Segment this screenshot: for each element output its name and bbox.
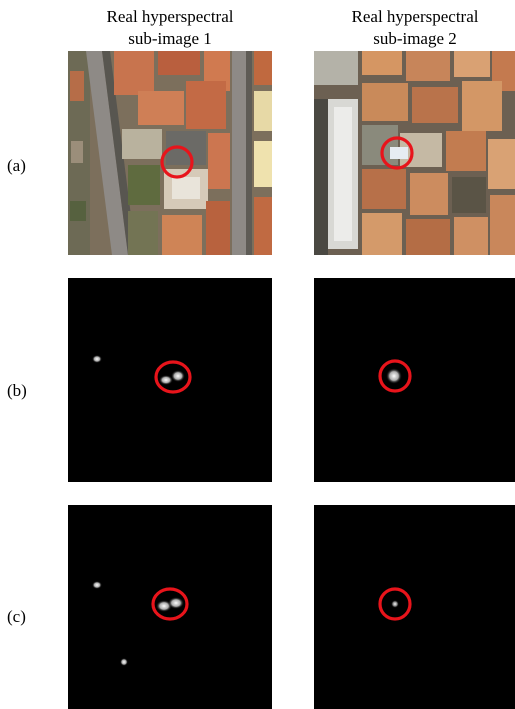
target-marker-a2 bbox=[380, 136, 414, 170]
row-label-a: (a) bbox=[7, 156, 26, 175]
row-label-b: (b) bbox=[7, 381, 27, 400]
column-title-2: Real hyperspectral sub-image 2 bbox=[310, 6, 515, 50]
target-marker-a1 bbox=[160, 145, 194, 179]
detection-map-c2 bbox=[314, 505, 515, 709]
detection-spot-c1-small-top bbox=[92, 581, 102, 589]
row-label-c: (c) bbox=[7, 607, 26, 626]
target-marker-b2 bbox=[378, 359, 412, 393]
detection-spot-c2-target bbox=[391, 600, 399, 608]
detection-spot-c1-target-right bbox=[168, 597, 184, 609]
detection-map-c1 bbox=[68, 505, 272, 709]
target-marker-b1 bbox=[154, 360, 192, 394]
target-marker-c1 bbox=[151, 587, 189, 621]
detection-spot-b2-target bbox=[386, 368, 402, 384]
column-title-1-line2: sub-image 1 bbox=[128, 29, 212, 48]
detection-map-b2 bbox=[314, 278, 515, 482]
aerial-image-2 bbox=[314, 51, 515, 255]
column-title-1: Real hyperspectral sub-image 1 bbox=[65, 6, 275, 50]
column-title-2-line1: Real hyperspectral bbox=[351, 7, 479, 26]
detection-spot-b1-target-left bbox=[159, 375, 173, 385]
column-title-2-line2: sub-image 2 bbox=[373, 29, 457, 48]
target-marker-c2 bbox=[378, 587, 412, 621]
detection-spot-b1-small bbox=[92, 355, 102, 363]
column-title-1-line1: Real hyperspectral bbox=[106, 7, 234, 26]
detection-map-b1 bbox=[68, 278, 272, 482]
detection-spot-c1-small-bottom bbox=[120, 658, 128, 666]
aerial-image-1 bbox=[68, 51, 272, 255]
detection-spot-b1-target-right bbox=[171, 370, 185, 382]
